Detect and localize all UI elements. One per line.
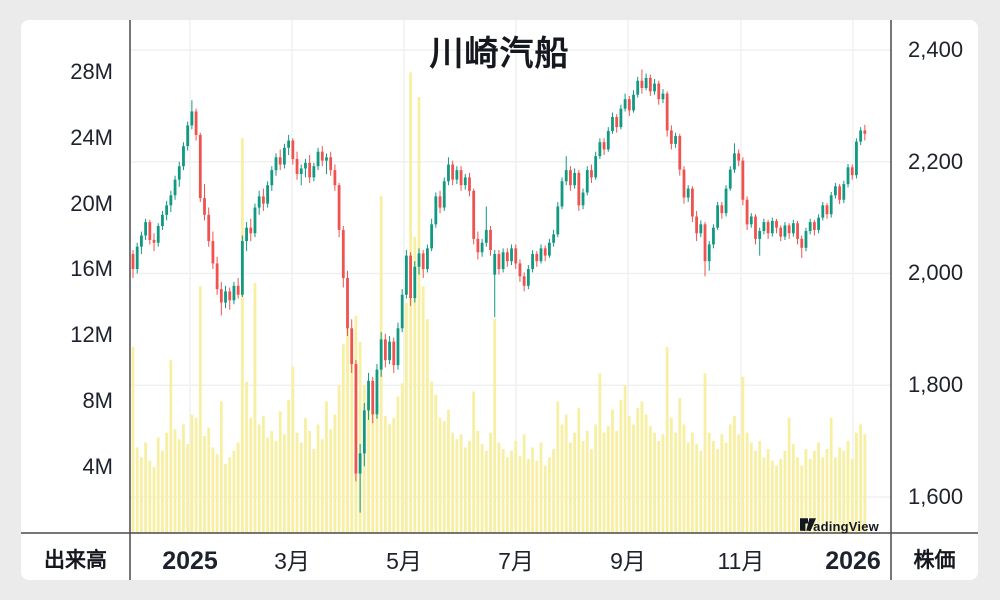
x-tick-month: 5月 xyxy=(386,548,422,574)
volume-axis-title: 出来高 xyxy=(44,549,107,572)
price-tick: 2,000 xyxy=(908,260,964,285)
x-tick-month: 7月 xyxy=(498,548,534,574)
price-axis-title: 株価 xyxy=(913,549,956,572)
tradingview-watermark: TradingView xyxy=(800,517,879,535)
x-tick-month: 3月 xyxy=(274,548,310,574)
x-tick-month: 9月 xyxy=(610,548,646,574)
axis-lines xyxy=(21,20,978,580)
tradingview-logo-icon xyxy=(800,518,817,531)
volume-bars xyxy=(131,72,867,533)
price-tick: 2,200 xyxy=(908,149,964,174)
candlesticks xyxy=(131,69,867,513)
watermark-label: TradingView xyxy=(800,518,879,534)
volume-tick: 28M xyxy=(70,59,113,84)
x-tick-year: 2026 xyxy=(825,547,881,575)
chart-title: 川崎汽船 xyxy=(429,35,570,73)
volume-tick: 4M xyxy=(82,454,113,479)
price-tick: 1,800 xyxy=(908,372,964,397)
price-tick: 2,400 xyxy=(908,37,964,62)
volume-tick: 24M xyxy=(70,125,113,150)
volume-tick: 8M xyxy=(82,388,113,413)
volume-tick: 12M xyxy=(70,322,113,347)
x-tick-month: 11月 xyxy=(717,548,765,574)
chart-card: 川崎汽船 28M 24M 20M 16M 12M 8M 4M 2,400 2,2… xyxy=(21,20,978,580)
candlestick-chart xyxy=(21,20,978,580)
volume-tick: 20M xyxy=(70,191,113,216)
volume-tick: 16M xyxy=(70,256,113,281)
price-tick: 1,600 xyxy=(908,484,964,509)
x-tick-year: 2025 xyxy=(162,547,218,575)
